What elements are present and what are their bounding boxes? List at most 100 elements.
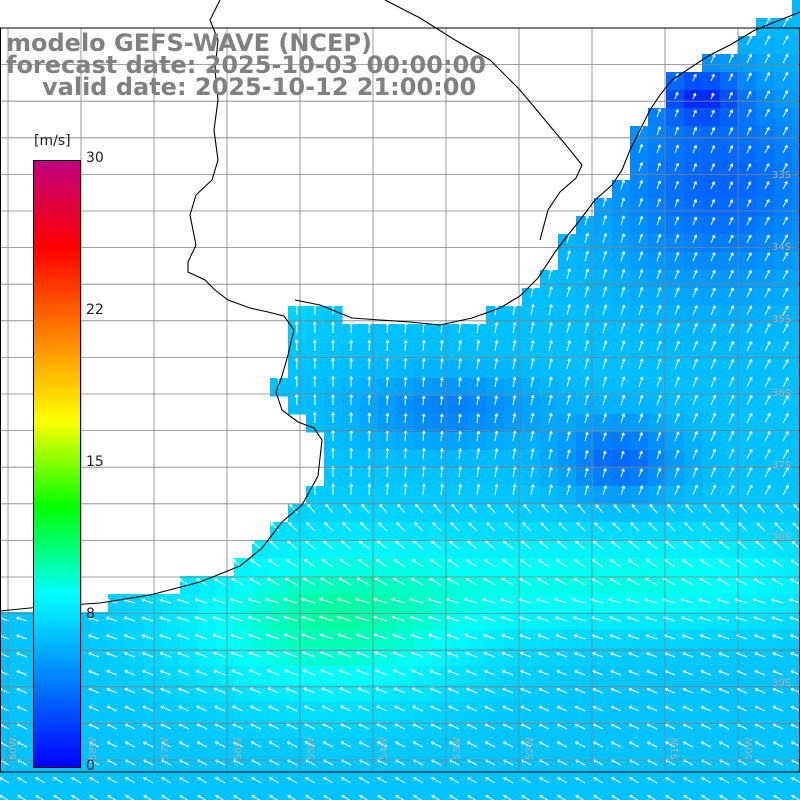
wind-speed-cell — [396, 630, 415, 649]
wind-speed-cell — [594, 486, 613, 505]
wind-speed-cell — [486, 486, 505, 505]
wind-arrow — [736, 723, 748, 730]
wind-arrow — [592, 688, 604, 694]
wind-arrow — [764, 287, 771, 298]
wind-arrow — [728, 181, 733, 190]
wind-speed-cell — [612, 594, 631, 613]
wind-arrow-head — [623, 322, 626, 326]
wind-speed-cell — [792, 414, 800, 433]
wind-arrow — [250, 741, 262, 748]
wind-speed-cell — [522, 396, 541, 415]
longitude-label: 51W — [670, 737, 681, 760]
wind-speed-cell — [342, 792, 361, 800]
wind-arrow-head — [569, 322, 571, 326]
wind-speed-cell — [504, 648, 523, 667]
wind-speed-cell — [720, 162, 739, 181]
wind-speed-cell — [630, 594, 649, 613]
wind-speed-cell — [756, 270, 775, 289]
wind-speed-cell — [612, 270, 631, 289]
wind-arrow — [483, 634, 496, 640]
wind-speed-cell — [612, 432, 631, 451]
wind-speed-cell — [648, 666, 667, 685]
wind-speed-cell — [648, 288, 667, 307]
wind-arrow-head — [587, 322, 590, 326]
wind-arrow — [386, 413, 389, 424]
wind-speed-cell — [612, 774, 631, 793]
wind-arrow — [548, 449, 552, 460]
wind-arrow — [321, 687, 334, 694]
wind-arrow — [106, 723, 118, 730]
wind-speed-cell — [684, 72, 703, 91]
wind-speed-cell — [486, 450, 505, 469]
wind-speed-cell — [738, 486, 757, 505]
wind-speed-cell — [684, 540, 703, 559]
wind-speed-cell — [342, 756, 361, 775]
wind-arrow — [395, 794, 405, 800]
wind-arrow — [575, 540, 586, 550]
wind-speed-cell — [648, 720, 667, 739]
wind-speed-cell — [126, 774, 145, 793]
wind-speed-cell — [450, 468, 469, 487]
wind-arrow — [422, 340, 425, 352]
wind-speed-cell — [792, 702, 800, 721]
wind-speed-cell — [774, 396, 793, 415]
wind-speed-cell — [792, 54, 800, 73]
wind-arrow — [357, 687, 370, 694]
wind-speed-cell — [486, 594, 505, 613]
wind-arrow — [757, 504, 766, 514]
wind-speed-cell — [414, 324, 433, 343]
wind-arrow — [179, 794, 189, 800]
wind-speed-cell — [468, 414, 487, 433]
wind-speed-cell — [774, 684, 793, 703]
wind-arrow — [392, 651, 406, 658]
wind-speed-cell — [162, 720, 181, 739]
wind-arrow-head — [395, 540, 399, 543]
wind-arrow — [782, 145, 788, 154]
wind-speed-cell — [180, 738, 199, 757]
wind-arrow — [772, 688, 784, 694]
latitude-label: 36S — [772, 388, 792, 399]
wind-arrow — [289, 503, 298, 514]
wind-speed-cell — [162, 648, 181, 667]
wind-speed-cell — [0, 774, 19, 793]
wind-arrow — [89, 759, 100, 766]
wind-speed-cell — [288, 684, 307, 703]
wind-arrow — [304, 741, 316, 748]
wind-arrow-head — [431, 540, 435, 543]
wind-speed-cell — [198, 648, 217, 667]
wind-arrow — [431, 759, 442, 766]
wind-arrow — [284, 651, 298, 658]
wind-arrow — [375, 687, 388, 694]
wind-speed-cell — [630, 648, 649, 667]
wind-speed-cell — [630, 702, 649, 721]
wind-arrow — [737, 777, 748, 784]
wind-arrow-head — [551, 322, 553, 326]
wind-arrow — [611, 794, 621, 800]
wind-arrow — [214, 687, 226, 694]
wind-arrow — [627, 578, 640, 586]
wind-speed-cell — [450, 594, 469, 613]
wind-speed-cell — [396, 576, 415, 595]
wind-arrow — [512, 340, 516, 352]
wind-arrow — [494, 358, 498, 370]
wind-speed-cell — [252, 648, 271, 667]
wind-arrow — [319, 633, 334, 640]
wind-arrow — [159, 599, 172, 604]
wind-arrow — [494, 466, 498, 478]
wind-arrow — [142, 670, 154, 676]
wind-arrow — [469, 503, 478, 514]
wind-arrow — [476, 340, 480, 352]
wind-arrow — [746, 270, 752, 280]
wind-speed-cell — [432, 558, 451, 577]
wind-arrow-head — [610, 634, 614, 636]
wind-arrow — [720, 522, 730, 532]
wind-arrow — [728, 394, 735, 406]
wind-speed-cell — [684, 702, 703, 721]
wind-arrow-head — [428, 598, 432, 600]
wind-speed-cell — [414, 756, 433, 775]
wind-arrow-head — [459, 448, 462, 452]
wind-speed-cell — [774, 108, 793, 127]
wind-arrow-head — [405, 395, 408, 399]
wind-arrow — [736, 559, 748, 568]
wind-arrow-head — [441, 483, 444, 487]
